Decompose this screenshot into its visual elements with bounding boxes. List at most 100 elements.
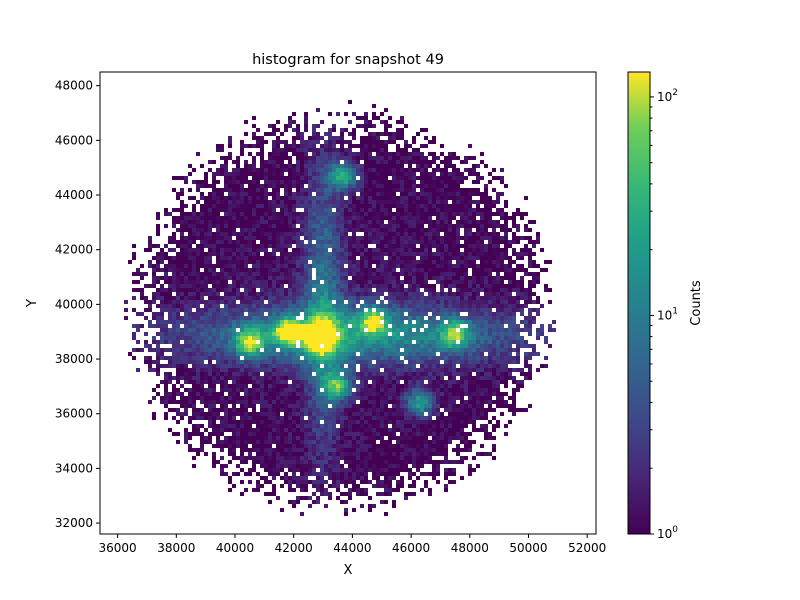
histogram-bin (292, 300, 296, 304)
histogram-bin (300, 384, 304, 388)
histogram-bin (184, 360, 188, 364)
histogram-bin (332, 228, 336, 232)
histogram-bin (252, 196, 256, 200)
histogram-bin (400, 440, 404, 444)
histogram-bin (376, 356, 380, 360)
histogram-bin (264, 384, 268, 388)
histogram-bin (236, 220, 240, 224)
histogram-bin (356, 156, 360, 160)
histogram-bin (236, 316, 240, 320)
histogram-bin (392, 376, 396, 380)
histogram-bin (280, 444, 284, 448)
histogram-bin (200, 256, 204, 260)
histogram-bin (292, 504, 296, 508)
histogram-bin (328, 384, 332, 388)
histogram-bin (288, 424, 292, 428)
histogram-bin (412, 184, 416, 188)
histogram-bin (200, 432, 204, 436)
histogram-bin (272, 240, 276, 244)
histogram-bin (336, 340, 340, 344)
histogram-bin (228, 200, 232, 204)
histogram-bin (308, 452, 312, 456)
histogram-bin (132, 336, 136, 340)
histogram-bin (196, 352, 200, 356)
histogram-bin (384, 476, 388, 480)
histogram-bin (344, 448, 348, 452)
histogram-bin (348, 436, 352, 440)
histogram-bin (284, 452, 288, 456)
histogram-bin (256, 368, 260, 372)
histogram-bin (296, 332, 300, 336)
histogram-bin (268, 444, 272, 448)
histogram-bin (152, 276, 156, 280)
histogram-bin (220, 196, 224, 200)
histogram-bin (256, 136, 260, 140)
histogram-bin (196, 292, 200, 296)
histogram-bin (204, 176, 208, 180)
histogram-bin (348, 300, 352, 304)
histogram-bin (320, 400, 324, 404)
histogram-bin (216, 196, 220, 200)
histogram-bin (176, 332, 180, 336)
histogram-bin (308, 208, 312, 212)
histogram-bin (200, 388, 204, 392)
histogram-bin (348, 336, 352, 340)
histogram-bin (372, 176, 376, 180)
histogram-bin (176, 284, 180, 288)
histogram-bin (248, 240, 252, 244)
histogram-bin (228, 208, 232, 212)
histogram-bin (276, 216, 280, 220)
histogram-bin (324, 428, 328, 432)
histogram-bin (188, 232, 192, 236)
histogram-bin (172, 388, 176, 392)
histogram-bin (264, 336, 268, 340)
histogram-bin (260, 300, 264, 304)
histogram-bin (304, 368, 308, 372)
histogram-bin (356, 152, 360, 156)
histogram-bin (160, 304, 164, 308)
histogram-bin (384, 336, 388, 340)
histogram-bin (340, 452, 344, 456)
histogram-bin (380, 292, 384, 296)
histogram-bin (156, 292, 160, 296)
histogram-bin (312, 328, 316, 332)
histogram-bin (356, 164, 360, 168)
histogram-bin (256, 392, 260, 396)
histogram-bin (192, 296, 196, 300)
histogram-bin (244, 324, 248, 328)
histogram-bin (180, 220, 184, 224)
histogram-bin (220, 280, 224, 284)
histogram-bin (384, 264, 388, 268)
histogram-bin (280, 400, 284, 404)
histogram-bin (304, 436, 308, 440)
histogram-bin (336, 220, 340, 224)
histogram-bin (404, 412, 408, 416)
histogram-bin (344, 472, 348, 476)
histogram-bin (240, 452, 244, 456)
histogram-bin (352, 436, 356, 440)
histogram-bin (396, 164, 400, 168)
histogram-bin (224, 164, 228, 168)
histogram-bin (240, 276, 244, 280)
histogram-bin (312, 132, 316, 136)
histogram-bin (276, 448, 280, 452)
histogram-bin (192, 312, 196, 316)
histogram-bin (268, 304, 272, 308)
histogram-bin (176, 176, 180, 180)
histogram-bin (296, 280, 300, 284)
histogram-bin (376, 148, 380, 152)
histogram-bin (320, 424, 324, 428)
histogram-bin (224, 216, 228, 220)
histogram-bin (324, 324, 328, 328)
histogram-bin (184, 204, 188, 208)
histogram-bin (384, 164, 388, 168)
histogram-bin (400, 340, 404, 344)
histogram-bin (316, 440, 320, 444)
histogram-bin (408, 308, 412, 312)
histogram-bin (240, 148, 244, 152)
histogram-bin (308, 256, 312, 260)
histogram-bin (168, 396, 172, 400)
histogram-bin (336, 160, 340, 164)
histogram-bin (324, 336, 328, 340)
histogram-bin (392, 404, 396, 408)
